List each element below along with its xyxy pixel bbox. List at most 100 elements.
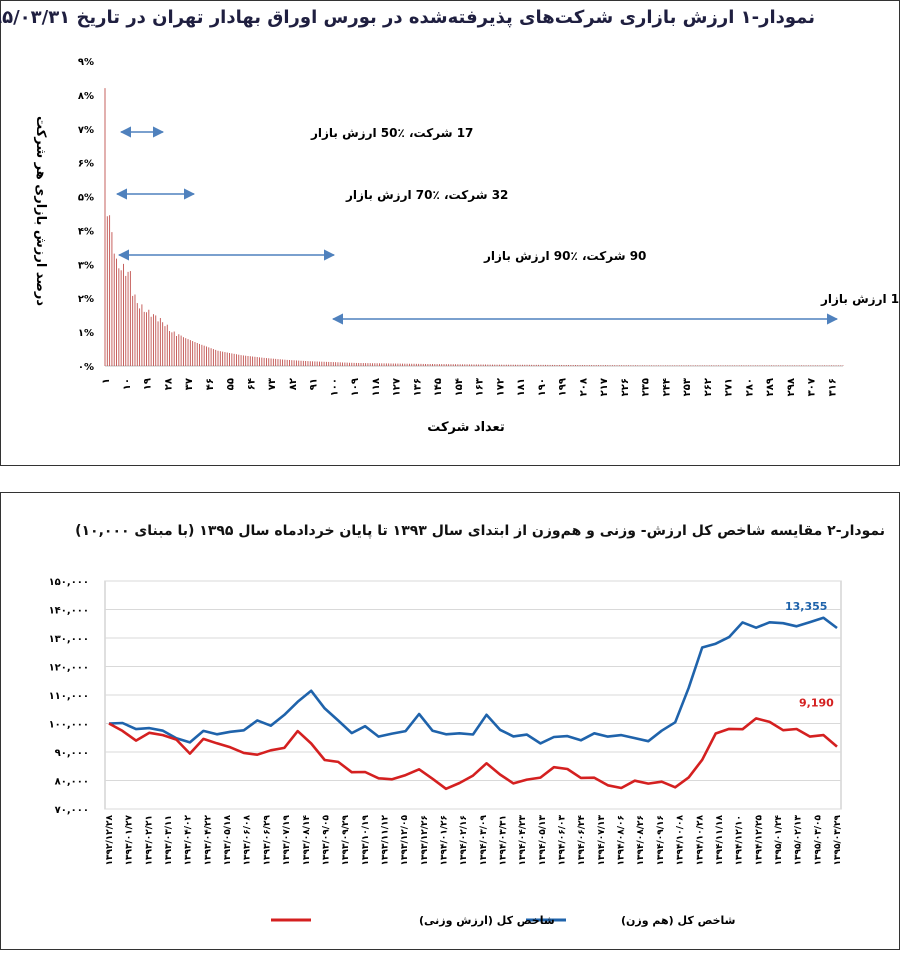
chart2-y-tick-label: ۹۰,۰۰۰ [55, 748, 89, 759]
chart2-y-tick-label: ۱۳۰,۰۰۰ [49, 634, 89, 645]
chart1-x-axis-label: تعداد شرکت [427, 420, 505, 435]
chart1-x-tick-label: ۲۰۸ [578, 378, 589, 396]
chart1-x-tick-label: ۷۳ [267, 378, 278, 390]
chart1-x-tick-label: ۱ [101, 378, 112, 384]
chart1-x-tick-label: ۳۱۶ [827, 378, 838, 396]
chart1-x-tick-label: ۳۰۷ [807, 378, 818, 396]
chart2-y-tick-label: ۱۱۰,۰۰۰ [49, 691, 89, 702]
index-line-chart: ۷۰,۰۰۰ ۸۰,۰۰۰ ۹۰,۰۰۰ ۱۰۰,۰۰۰ ۱۱۰,۰۰۰ ۱۲۰,۰۰۰ ۱… [49, 577, 843, 927]
chart2-x-tick-label: ۱۳۹۳/۱۰/۱۹ [361, 815, 371, 866]
chart1-annotation-label: 17 شرکت، ٪50 ارزش بازار [310, 126, 473, 140]
chart2-legend-label: شاخص کل (هم وزن) [621, 914, 735, 927]
chart1-x-tick-label: ۱۱۸ [371, 378, 382, 396]
chart2-x-tick-label: ۱۳۹۳/۱۱/۱۲ [380, 815, 390, 866]
chart2-x-tick-label: ۱۳۹۴/۰۶/۲۴ [577, 815, 587, 866]
chart1-x-tick-label: ۱۰۰ [329, 378, 340, 396]
chart2-x-tick-label: ۱۳۹۵/۰۲/۱۳ [794, 815, 804, 866]
chart1-x-tick-label: ۱۵۴ [454, 378, 465, 396]
chart2-end-value-label: 13,355 [785, 600, 827, 613]
chart2-x-tick-label: ۱۳۹۴/۰۴/۲۳ [518, 815, 528, 866]
chart1-y-tick-label: ۵% [78, 193, 94, 204]
chart1-x-tick-label: ۱۹۹ [558, 378, 569, 396]
chart2-y-tick-label: ۱۵۰,۰۰۰ [49, 577, 89, 588]
chart1-annotation-label: 32 شرکت، ٪70 ارزش بازار [345, 188, 508, 202]
chart1-x-tick-label: ۲۱۷ [599, 378, 610, 396]
chart2-x-tick-label: ۱۳۹۵/۰۳/۲۹ [833, 815, 843, 866]
chart2-x-tick-label: ۱۳۹۳/۰۳/۱۱ [164, 815, 174, 866]
chart1-x-tick-label: ۲۲۶ [620, 378, 631, 396]
chart1-y-tick-label: ۳% [78, 260, 94, 271]
chart2-series-line [108, 717, 838, 791]
chart2-x-tick-label: ۱۳۹۳/۰۶/۰۸ [243, 815, 253, 866]
chart2-y-tick-label: ۱۴۰,۰۰۰ [49, 606, 89, 617]
chart1-x-tick-label: ۱۹۰ [537, 378, 548, 396]
chart1-y-tick-label: ۶% [78, 159, 94, 170]
chart2-x-tick-label: ۱۳۹۵/۰۳/۰۵ [813, 815, 823, 866]
chart2-x-tick-label: ۱۳۹۴/۰۲/۱۶ [459, 815, 469, 866]
chart1-annotation-label: 231 شرکت، ٪10 ارزش بازار [820, 292, 899, 306]
chart2-x-tick-label: ۱۳۹۴/۱۰/۰۸ [676, 815, 686, 866]
chart1-annotation-label: 90 شرکت، ٪90 ارزش بازار [483, 249, 646, 263]
market-cap-chart-panel: نمودار-۱ ارزش بازاری شرکت‌های پذیرفته‌شد… [0, 0, 900, 466]
chart2-x-tick-label: ۱۳۹۳/۰۱/۲۷ [125, 815, 135, 866]
chart1-y-tick-label: ۴% [78, 226, 94, 237]
chart1-title: نمودار-۱ ارزش بازاری شرکت‌های پذیرفته‌شد… [0, 7, 815, 28]
chart2-x-tick-label: ۱۳۹۲/۱۲/۲۸ [105, 815, 115, 866]
chart2-x-tick-label: ۱۳۹۴/۰۷/۱۳ [597, 815, 607, 866]
chart1-x-tick-label: ۱۳۶ [412, 378, 423, 396]
chart1-x-tick-label: ۲۹۸ [786, 378, 797, 396]
chart1-x-tick-label: ۲۵۳ [682, 378, 693, 396]
chart1-x-tick-label: ۲۶۲ [703, 378, 714, 396]
chart2-y-tick-label: ۸۰,۰۰۰ [55, 777, 89, 788]
chart1-x-tick-label: ۲۸۰ [744, 378, 755, 396]
chart2-y-tick-label: ۷۰,۰۰۰ [55, 805, 89, 816]
chart2-x-tick-label: ۱۳۹۴/۰۹/۱۶ [656, 815, 666, 866]
chart1-x-tick-label: ۲۴۴ [661, 378, 672, 396]
chart1-y-tick-label: ۸% [78, 91, 94, 102]
chart2-x-tick-label: ۱۳۹۳/۰۸/۱۴ [302, 815, 312, 866]
chart2-x-tick-label: ۱۳۹۳/۰۴/۲۲ [203, 815, 213, 866]
chart1-x-tick-label: ۱۸۱ [516, 378, 527, 396]
chart2-x-tick-label: ۱۳۹۳/۱۲/۰۵ [400, 815, 410, 866]
chart1-x-tick-label: ۲۸۹ [765, 378, 776, 396]
chart2-x-tick-label: ۱۳۹۴/۱۲/۲۵ [754, 815, 764, 866]
chart1-x-tick-label: ۲۳۵ [641, 378, 652, 396]
chart2-x-tick-label: ۱۳۹۴/۱۱/۱۸ [715, 815, 725, 866]
chart1-x-tick-label: ۴۶ [205, 378, 216, 390]
chart2-x-tick-label: ۱۳۹۴/۰۱/۲۶ [439, 815, 449, 866]
chart2-x-tick-label: ۱۳۹۴/۰۸/۰۶ [617, 815, 627, 866]
chart1-x-tick-label: ۱۶۳ [475, 378, 486, 396]
chart2-x-tick-label: ۱۳۹۳/۰۶/۲۹ [262, 815, 272, 866]
chart2-x-tick-label: ۱۳۹۳/۰۷/۱۹ [282, 815, 292, 866]
chart2-x-tick-label: ۱۳۹۳/۰۹/۰۵ [321, 815, 331, 866]
chart2-x-tick-label: ۱۳۹۴/۱۰/۲۸ [695, 815, 705, 866]
chart2-x-tick-label: ۱۳۹۴/۰۳/۳۱ [499, 815, 509, 866]
chart1-y-tick-label: ۰% [78, 362, 94, 373]
chart2-y-tick-label: ۱۰۰,۰۰۰ [49, 720, 89, 731]
chart1-x-tick-label: ۱۰۹ [350, 378, 361, 396]
chart1-x-tick-label: ۵۵ [226, 378, 237, 390]
chart2-legend-label: شاخص کل (ارزش وزنی) [419, 914, 555, 927]
chart1-y-tick-label: ۱% [78, 328, 94, 339]
chart2-x-tick-label: ۱۳۹۳/۰۹/۲۹ [341, 815, 351, 866]
chart1-x-tick-label: ۱۴۵ [433, 378, 444, 396]
chart2-x-tick-label: ۱۳۹۴/۱۲/۱۰ [735, 815, 745, 866]
chart1-x-tick-label: ۱۲۷ [392, 378, 403, 396]
chart1-x-tick-label: ۹۱ [309, 378, 320, 390]
chart1-x-tick-label: ۶۴ [246, 378, 257, 390]
chart2-x-tick-label: ۱۳۹۵/۰۱/۲۴ [774, 815, 784, 866]
chart1-x-tick-label: ۲۸ [163, 378, 174, 390]
chart1-y-tick-label: ۷% [78, 125, 94, 136]
chart1-x-tick-label: ۳۷ [184, 378, 195, 390]
chart2-x-tick-label: ۱۳۹۳/۰۴/۰۲ [184, 815, 194, 866]
chart1-y-tick-label: ۲% [78, 294, 94, 305]
chart2-x-tick-label: ۱۳۹۳/۱۲/۲۶ [420, 815, 430, 866]
chart1-y-tick-label: ۹% [78, 57, 94, 68]
chart1-x-tick-label: ۱۰ [122, 378, 133, 390]
chart2-x-tick-label: ۱۳۹۳/۰۲/۲۱ [144, 815, 154, 866]
chart1-x-tick-label: ۸۲ [288, 378, 299, 390]
chart1-x-tick-label: ۱۹ [143, 378, 154, 390]
chart1-x-tick-label: ۱۷۲ [495, 378, 506, 396]
market-cap-bar-chart: ۰% ۱% ۲% ۳% ۴% ۵% ۶% ۷% ۸% ۹% ۱ ۱۰ ۱۹ ۲۸ ۳۷ ۴۶ ۵۵ ۶۴ ۷۳ ۸۲… [33, 57, 900, 435]
chart1-y-axis-label: درصد ارزش بازاری هر شرکت [33, 116, 48, 306]
